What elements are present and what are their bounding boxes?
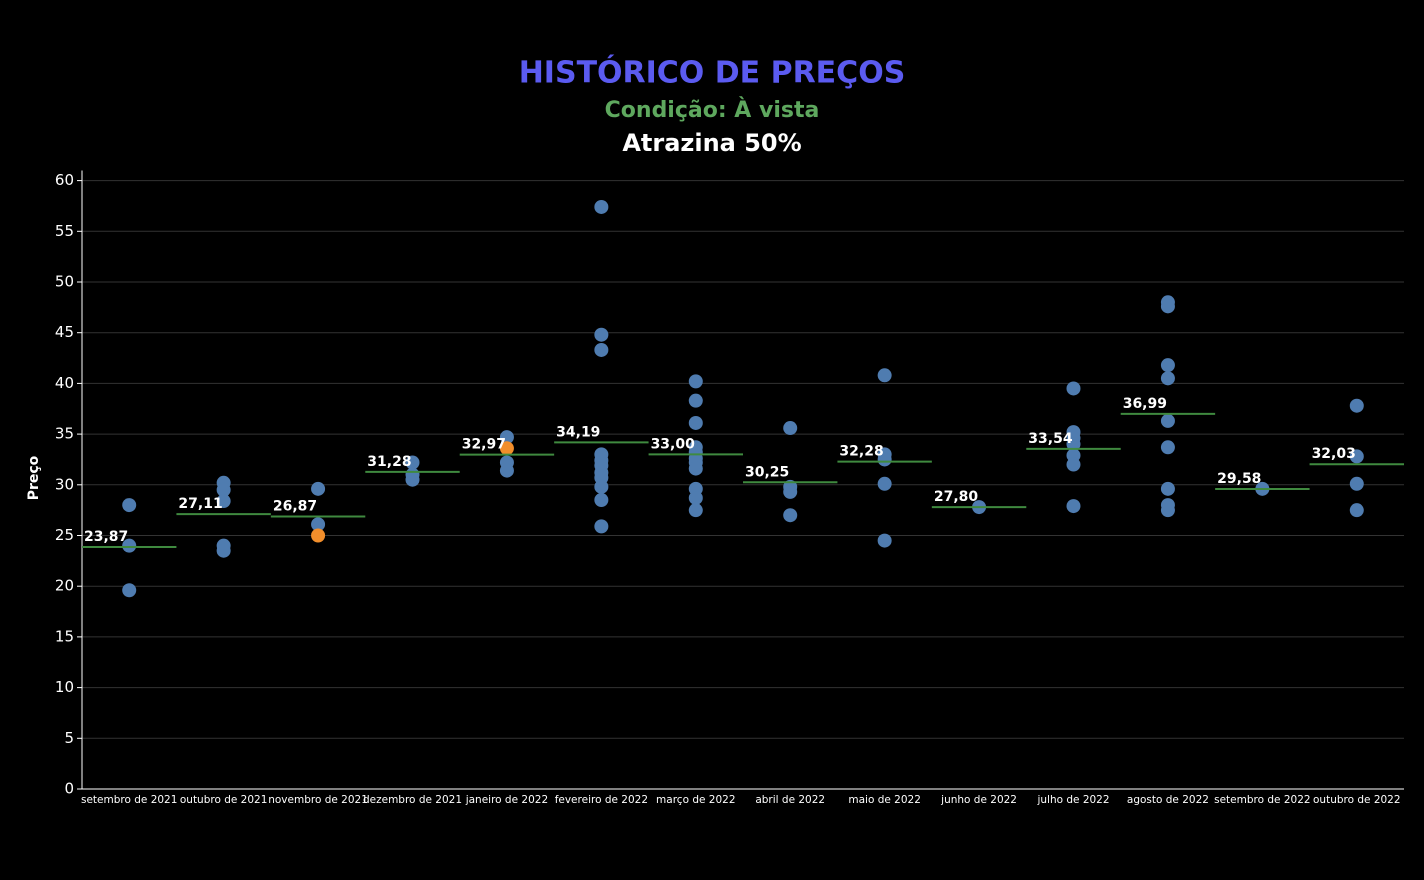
mean-label: 23,87 [84, 529, 128, 545]
mean-label: 36,99 [1123, 396, 1167, 412]
point [688, 503, 703, 518]
mean-label: 32,28 [839, 444, 883, 460]
chart-title: HISTÓRICO DE PREÇOS [519, 54, 906, 91]
point [216, 494, 231, 509]
x-tick-label: dezembro de 2021 [363, 794, 462, 806]
y-tick-label: 35 [55, 425, 74, 443]
x-tick-label: outubro de 2021 [180, 794, 268, 806]
point [122, 583, 137, 598]
x-tick-label: setembro de 2021 [81, 794, 177, 806]
point [1066, 437, 1081, 452]
x-tick-label: setembro de 2022 [1214, 794, 1310, 806]
y-tick-label: 30 [55, 475, 74, 493]
point [1160, 481, 1175, 496]
point [216, 482, 231, 497]
point [877, 452, 892, 467]
mean-label: 32,03 [1312, 446, 1356, 462]
mean-label: 30,25 [745, 464, 789, 480]
point [1160, 358, 1175, 373]
point [877, 368, 892, 383]
point [499, 430, 514, 445]
point [877, 476, 892, 491]
point [594, 519, 609, 534]
point [594, 327, 609, 342]
point [594, 342, 609, 357]
point [216, 543, 231, 558]
y-tick-label: 25 [55, 526, 74, 544]
y-tick-label: 15 [55, 627, 74, 645]
point [688, 461, 703, 476]
point [1160, 371, 1175, 386]
point [594, 493, 609, 508]
y-tick-label: 20 [55, 577, 74, 595]
point [405, 455, 420, 470]
point [1066, 381, 1081, 396]
point [1160, 299, 1175, 314]
chart-product: Atrazina 50% [622, 129, 801, 157]
mean-label: 27,11 [178, 496, 222, 512]
y-axis-label: Preço [26, 455, 42, 500]
x-tick-label: novembro de 2021 [268, 794, 368, 806]
x-tick-label: fevereiro de 2022 [555, 794, 648, 806]
highlight-point [311, 528, 326, 543]
y-tick-label: 45 [55, 323, 74, 341]
point [499, 463, 514, 478]
point [311, 481, 326, 496]
point [1066, 457, 1081, 472]
point [405, 472, 420, 487]
x-tick-label: janeiro de 2022 [465, 794, 548, 806]
point [783, 508, 798, 523]
mean-label: 27,80 [934, 489, 979, 505]
point [594, 479, 609, 494]
point [1160, 413, 1175, 428]
point [688, 393, 703, 408]
mean-label: 26,87 [273, 499, 317, 515]
point [122, 498, 137, 513]
y-tick-label: 60 [55, 171, 74, 189]
point [783, 421, 798, 436]
mean-label: 29,58 [1217, 471, 1261, 487]
point [1160, 503, 1175, 518]
point [122, 538, 137, 553]
y-tick-label: 50 [55, 273, 74, 291]
y-tick-label: 0 [64, 780, 74, 798]
point [594, 199, 609, 214]
mean-label: 31,28 [367, 454, 411, 470]
point [1066, 499, 1081, 514]
x-tick-label: maio de 2022 [848, 794, 921, 806]
y-tick-label: 55 [55, 222, 74, 240]
point [1349, 503, 1364, 518]
mean-label: 34,19 [556, 424, 600, 440]
point [311, 517, 326, 532]
chart-subtitle: Condição: À vista [605, 97, 820, 123]
y-tick-label: 10 [55, 678, 74, 696]
point [688, 374, 703, 389]
x-tick-label: agosto de 2022 [1127, 794, 1209, 806]
point [783, 484, 798, 499]
point [1160, 440, 1175, 455]
highlight-point [499, 441, 514, 456]
x-tick-label: julho de 2022 [1036, 794, 1109, 806]
point [1349, 449, 1364, 464]
x-tick-label: março de 2022 [656, 794, 735, 806]
x-tick-label: abril de 2022 [755, 794, 825, 806]
mean-label: 33,54 [1028, 431, 1073, 447]
y-tick-label: 40 [55, 374, 74, 392]
point [877, 533, 892, 548]
mean-label: 33,00 [651, 436, 696, 452]
x-tick-label: junho de 2022 [940, 794, 1017, 806]
mean-label: 32,97 [462, 437, 506, 453]
x-tick-label: outubro de 2022 [1313, 794, 1401, 806]
y-tick-label: 5 [64, 729, 74, 747]
point [1349, 476, 1364, 491]
point [688, 490, 703, 505]
point [688, 415, 703, 430]
point [1349, 398, 1364, 413]
